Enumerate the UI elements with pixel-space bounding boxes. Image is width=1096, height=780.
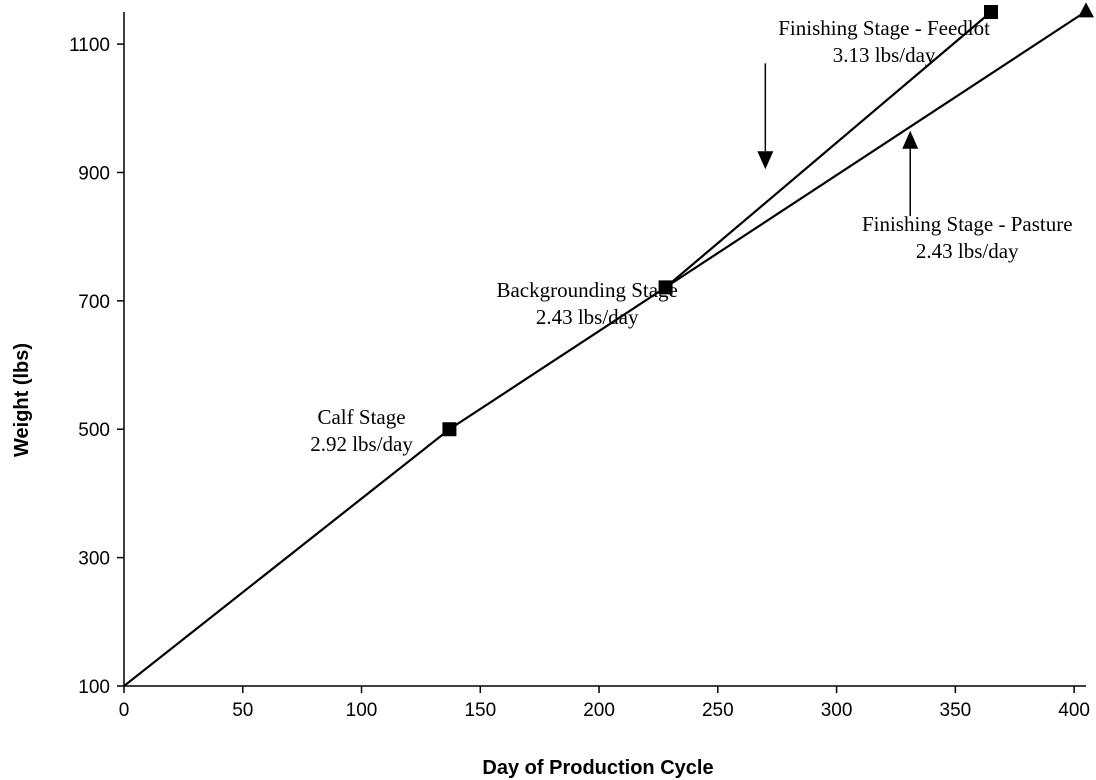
annotation-feedlot-line-1: Finishing Stage - Feedlot [778, 16, 990, 40]
data-point-triangle [1078, 2, 1094, 18]
annotation-layer: Calf Stage 2.92 lbs/day Backgrounding Stag… [310, 16, 1072, 456]
y-tick-label: 300 [78, 549, 110, 570]
y-axis-title: Weight (lbs) [11, 343, 33, 457]
y-tick-label: 500 [78, 420, 110, 441]
x-tick-label: 100 [346, 700, 378, 721]
y-tick-label: 900 [78, 163, 110, 184]
x-tick-label: 300 [821, 700, 853, 721]
annotation-feedlot-line-2: 3.13 lbs/day [833, 43, 936, 67]
annotation-pasture-line-2: 2.43 lbs/day [916, 239, 1019, 263]
series-line-1 [123, 11, 992, 687]
x-tick-label: 0 [119, 700, 130, 721]
x-tick-label: 400 [1058, 700, 1090, 721]
x-axis-title: Day of Production Cycle [482, 757, 713, 779]
annotation-pasture-line-1: Finishing Stage - Pasture [862, 212, 1073, 236]
y-tick-label: 700 [78, 292, 110, 313]
x-axis-ticks: 0 50 100 150 200 250 300 350 400 [119, 686, 1090, 721]
series-line-2 [664, 10, 1087, 289]
annotation-backgrounding-line-2: 2.43 lbs/day [536, 305, 639, 329]
axes [123, 12, 1086, 687]
annotation-calf-line-2: 2.92 lbs/day [310, 432, 413, 456]
x-tick-label: 150 [464, 700, 496, 721]
series-layer [123, 2, 1094, 687]
y-tick-label: 100 [78, 677, 110, 698]
data-point-square [983, 5, 998, 19]
annotation-pasture-arrow-head [902, 130, 919, 149]
y-axis-ticks: 100 300 500 700 900 1100 [69, 35, 124, 698]
annotation-backgrounding-line-1: Backgrounding Stage [496, 278, 677, 302]
annotation-feedlot-arrow-head [757, 151, 774, 170]
x-tick-label: 200 [583, 700, 615, 721]
x-tick-label: 50 [232, 700, 253, 721]
x-tick-label: 250 [702, 700, 734, 721]
x-tick-label: 350 [940, 700, 972, 721]
annotation-calf-line-1: Calf Stage [317, 405, 405, 429]
y-tick-label: 1100 [69, 35, 110, 56]
data-point-square [442, 422, 457, 437]
